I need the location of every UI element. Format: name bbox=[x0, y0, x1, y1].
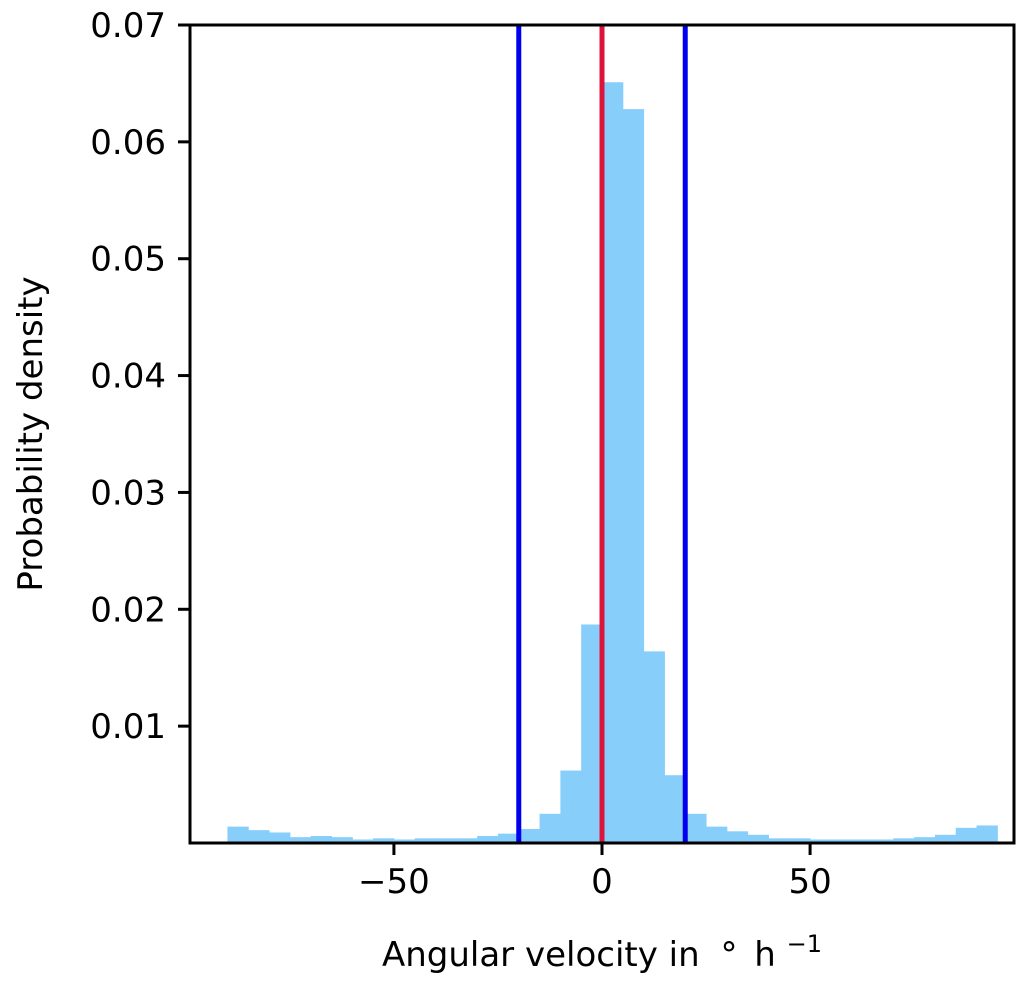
x-tick-label: 0 bbox=[591, 862, 613, 902]
x-axis-unit-degree: ° bbox=[720, 935, 737, 975]
x-tick-label: −50 bbox=[358, 862, 430, 902]
histogram-bar bbox=[393, 839, 416, 843]
histogram-bar bbox=[352, 839, 374, 843]
histogram-bar bbox=[435, 838, 457, 843]
histogram-bar bbox=[497, 833, 520, 843]
histogram-bar bbox=[373, 838, 395, 843]
histogram-bar bbox=[747, 834, 769, 843]
histogram-bar bbox=[914, 837, 936, 843]
y-axis-ticks: 0.01 0.02 0.03 0.04 0.05 0.06 0.07 bbox=[90, 6, 190, 747]
histogram-bar bbox=[602, 82, 624, 843]
y-tick-label: 0.07 bbox=[90, 6, 166, 46]
reference-lines bbox=[516, 25, 688, 843]
y-tick-label: 0.01 bbox=[90, 707, 166, 747]
histogram-bar bbox=[289, 837, 312, 843]
histogram-bar bbox=[539, 813, 561, 843]
histogram-bars bbox=[227, 82, 998, 843]
histogram-bar bbox=[934, 834, 957, 843]
histogram-bar bbox=[456, 838, 478, 843]
histogram-bar bbox=[706, 826, 728, 843]
histogram-bar bbox=[518, 828, 541, 843]
histogram-bar bbox=[227, 826, 249, 843]
x-axis-unit-exponent: −1 bbox=[787, 930, 822, 958]
histogram-bar bbox=[872, 839, 894, 843]
y-tick-label: 0.03 bbox=[90, 473, 166, 513]
x-tick-label: 50 bbox=[788, 862, 831, 902]
histogram-bar bbox=[789, 838, 811, 843]
histogram-bar bbox=[976, 825, 998, 843]
x-axis-label-text: Angular velocity in bbox=[382, 935, 700, 975]
x-axis-label: Angular velocity in ° h −1 bbox=[382, 930, 822, 975]
histogram-bar bbox=[955, 827, 978, 843]
histogram-bar bbox=[269, 832, 291, 843]
x-axis-unit-base: h bbox=[754, 935, 776, 975]
histogram-bar bbox=[310, 835, 332, 843]
histogram-bar bbox=[331, 837, 353, 843]
histogram-bar bbox=[685, 813, 707, 843]
histogram-bar bbox=[477, 835, 499, 843]
histogram-bar bbox=[581, 624, 603, 843]
histogram-bar bbox=[414, 838, 437, 843]
y-axis-label: Probability density bbox=[11, 276, 51, 591]
histogram-bar bbox=[768, 838, 790, 843]
y-tick-label: 0.06 bbox=[90, 123, 166, 163]
histogram-bar bbox=[893, 838, 915, 843]
histogram-bar bbox=[810, 839, 832, 843]
histogram-bar bbox=[664, 775, 686, 843]
y-tick-label: 0.04 bbox=[90, 357, 166, 397]
histogram-bar bbox=[622, 109, 645, 843]
y-tick-label: 0.05 bbox=[90, 240, 166, 280]
x-axis-ticks: −50 0 50 bbox=[358, 843, 832, 902]
histogram-bar bbox=[726, 831, 749, 843]
histogram-bar bbox=[851, 839, 874, 843]
histogram-bar bbox=[830, 839, 853, 843]
y-tick-label: 0.02 bbox=[90, 590, 166, 630]
histogram-bar bbox=[643, 651, 665, 843]
histogram-bar bbox=[560, 770, 582, 843]
histogram-bar bbox=[248, 830, 270, 843]
